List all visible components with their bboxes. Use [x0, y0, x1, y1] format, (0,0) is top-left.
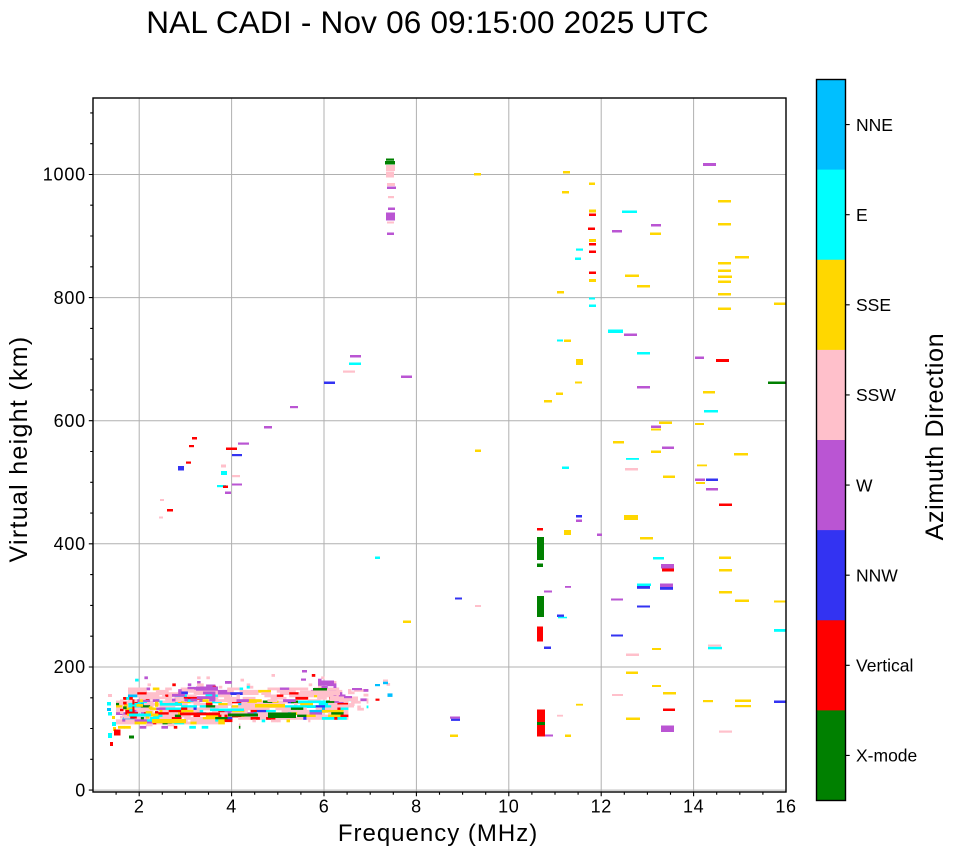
svg-text:X-mode: X-mode — [856, 746, 917, 766]
svg-text:SSW: SSW — [856, 385, 896, 405]
svg-text:400: 400 — [54, 534, 86, 554]
svg-text:1000: 1000 — [43, 165, 86, 185]
svg-text:0: 0 — [75, 780, 86, 800]
svg-text:NNE: NNE — [856, 115, 893, 135]
svg-text:SSE: SSE — [856, 295, 891, 315]
svg-text:Vertical: Vertical — [856, 656, 913, 676]
svg-text:8: 8 — [411, 797, 422, 817]
svg-text:10: 10 — [498, 797, 519, 817]
svg-text:14: 14 — [683, 797, 704, 817]
svg-text:16: 16 — [775, 797, 796, 817]
svg-text:Frequency (MHz): Frequency (MHz) — [338, 820, 538, 847]
svg-text:4: 4 — [226, 797, 237, 817]
svg-text:Azimuth Direction: Azimuth Direction — [921, 333, 949, 541]
svg-text:NNW: NNW — [856, 565, 898, 585]
svg-text:2: 2 — [134, 797, 145, 817]
svg-text:W: W — [856, 475, 873, 495]
svg-text:12: 12 — [591, 797, 612, 817]
svg-text:NAL CADI - Nov 06 09:15:00 202: NAL CADI - Nov 06 09:15:00 2025 UTC — [146, 4, 709, 40]
svg-text:E: E — [856, 205, 868, 225]
svg-text:6: 6 — [319, 797, 330, 817]
svg-text:800: 800 — [54, 288, 86, 308]
svg-text:Virtual height (km): Virtual height (km) — [5, 335, 33, 562]
svg-text:200: 200 — [54, 657, 86, 677]
svg-text:600: 600 — [54, 411, 86, 431]
